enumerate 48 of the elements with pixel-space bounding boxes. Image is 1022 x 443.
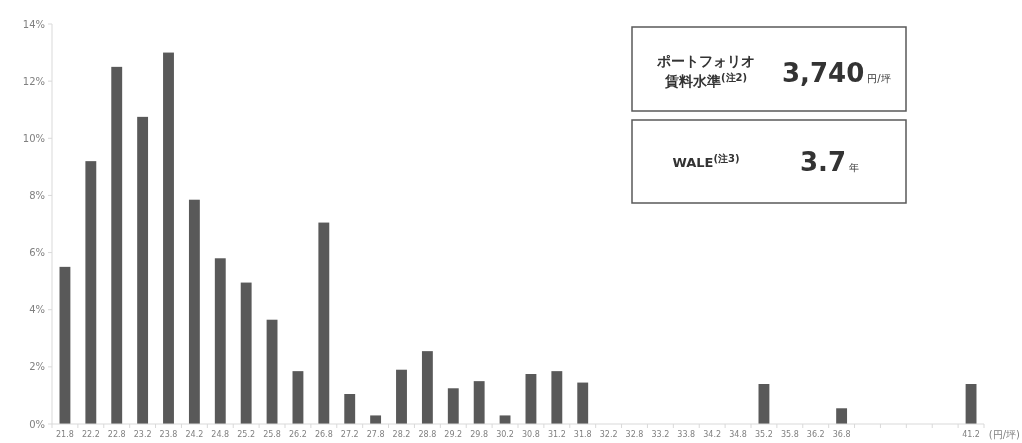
x-axis-title: (円/坪) — [988, 429, 1021, 440]
y-tick-label: 14% — [22, 18, 45, 30]
x-tick-label: 27.8 — [366, 430, 385, 439]
x-tick-label: 27.2 — [340, 430, 359, 439]
x-tick-label: 36.8 — [832, 430, 851, 439]
x-tick-label: 25.8 — [263, 430, 281, 439]
y-tick-label: 0% — [29, 418, 45, 430]
x-tick-label: 35.2 — [755, 430, 773, 439]
x-tick-label: 32.8 — [625, 430, 644, 439]
x-tick-label: 28.8 — [418, 430, 437, 439]
x-tick-label: 34.8 — [729, 430, 747, 439]
x-tick-label: 33.8 — [677, 430, 696, 439]
annotation: 3.7 — [800, 147, 847, 177]
x-tick-label: 26.2 — [289, 430, 307, 439]
x-tick-label: 23.8 — [159, 430, 178, 439]
x-tick-label: 22.2 — [81, 430, 100, 439]
y-tick-label: 4% — [29, 304, 45, 316]
annotation: 年 — [849, 162, 860, 173]
annotation: 3,740 — [782, 58, 865, 88]
x-tick-label: 33.2 — [651, 430, 670, 439]
x-tick-label: 24.8 — [211, 430, 230, 439]
x-tick-label: 28.2 — [392, 430, 411, 439]
x-tick-label: 22.8 — [107, 430, 126, 439]
annotation: 円/坪 — [867, 73, 891, 84]
x-tick-label: 35.8 — [780, 430, 799, 439]
x-tick-label: 23.2 — [133, 430, 152, 439]
y-tick-label: 8% — [29, 189, 45, 201]
y-tick-label: 2% — [29, 361, 45, 373]
y-tick-label: 10% — [22, 132, 45, 144]
x-tick-label: 21.8 — [56, 430, 74, 439]
x-tick-label: 36.2 — [806, 430, 825, 439]
x-tick-label: 29.8 — [470, 430, 489, 439]
annotation: WALE$^{(注3)}$ — [672, 152, 740, 170]
x-tick-label: 34.2 — [703, 430, 722, 439]
x-tick-label: 31.2 — [547, 430, 566, 439]
x-tick-label: 25.2 — [237, 430, 256, 439]
x-tick-label: 41.2 — [962, 430, 980, 439]
x-tick-label: 26.8 — [314, 430, 333, 439]
y-tick-label: 6% — [29, 247, 45, 259]
x-tick-label: 31.8 — [573, 430, 592, 439]
x-tick-label: 30.8 — [522, 430, 540, 439]
x-tick-label: 32.2 — [599, 430, 618, 439]
x-tick-label: 29.2 — [444, 430, 463, 439]
x-tick-label: 24.2 — [185, 430, 204, 439]
y-tick-label: 12% — [22, 75, 45, 87]
annotation: 賃料水準$^{(注2)}$ — [663, 71, 748, 89]
x-tick-label: 30.2 — [496, 430, 514, 439]
annotation: ポートフォリオ — [656, 53, 755, 69]
